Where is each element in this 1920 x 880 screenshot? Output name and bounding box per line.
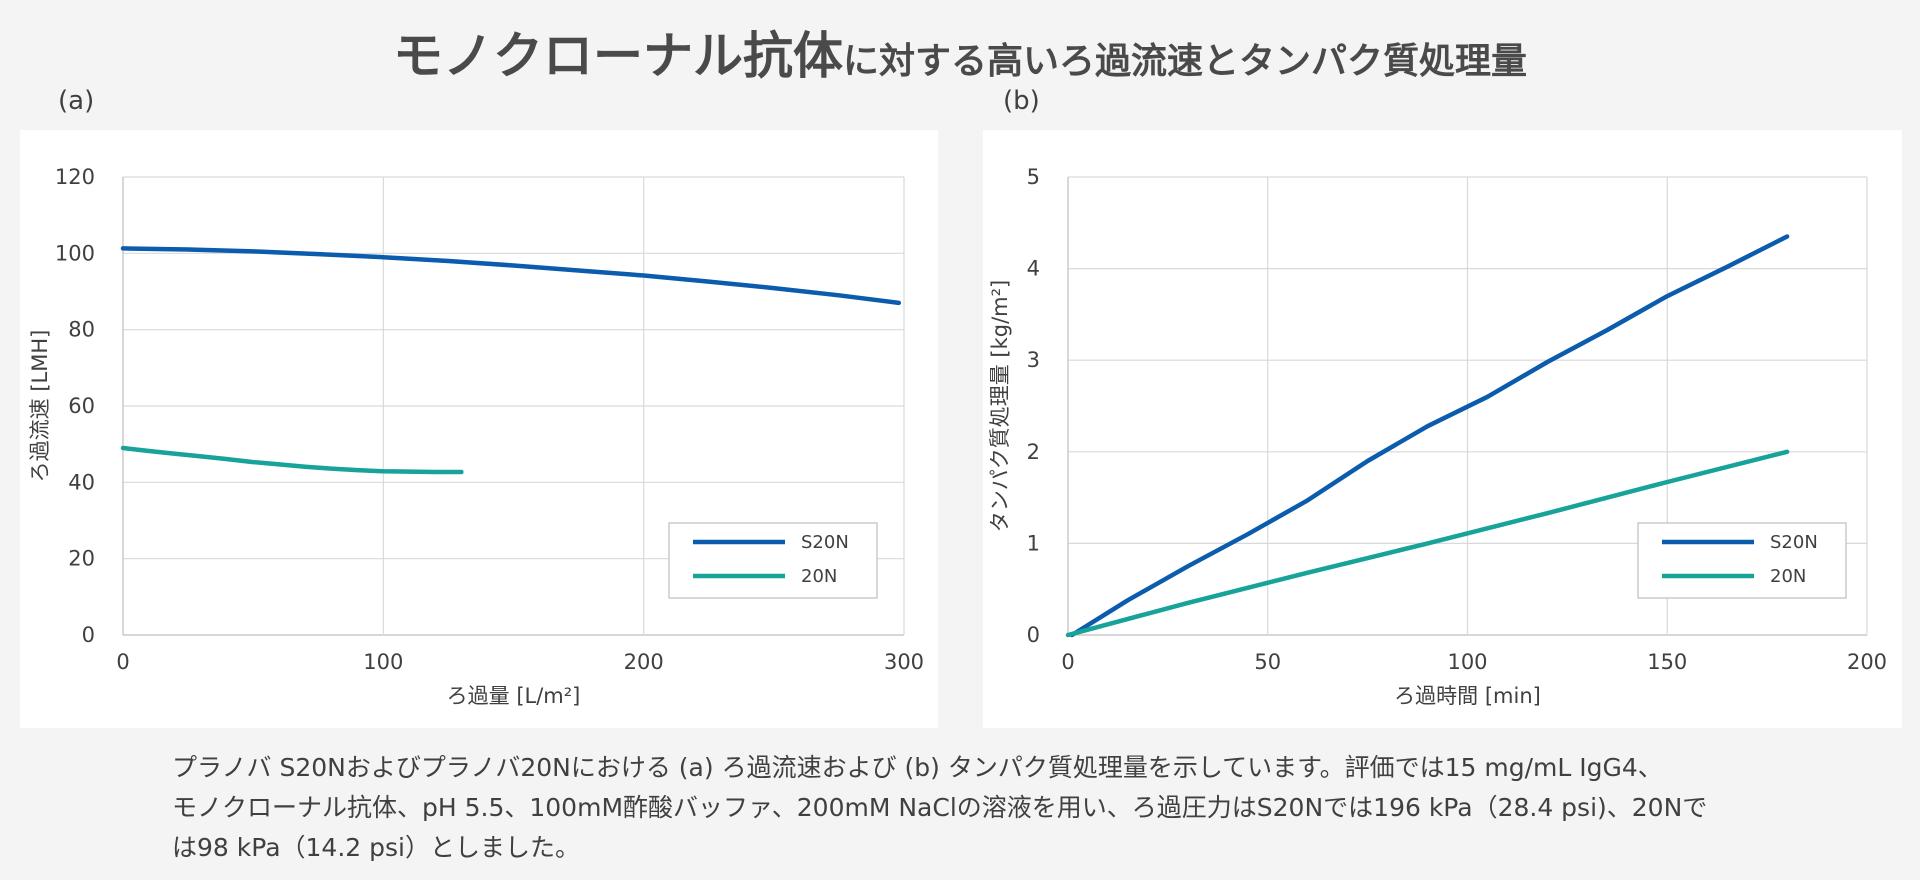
chart-a-ytick-label: 60 [68, 394, 95, 418]
chart-a: 0 20 40 60 80 100 120 0 100 200 300 ろ過量 [L/m²] ろ過流速 … [28, 165, 924, 708]
panel-label-b: (b) [1003, 86, 1040, 116]
chart-a-ytick-label: 120 [55, 165, 95, 189]
caption-line-1: プラノバ S20Nおよびプラノバ20Nにおける (a) ろ過流速および (b) … [172, 753, 1663, 782]
chart-a-xtick-label: 300 [884, 650, 924, 674]
chart-b-xtick-label: 0 [1061, 650, 1074, 674]
chart-a-series-line-20n [120, 445, 464, 475]
chart-b-series-line-s20n [1069, 234, 1790, 638]
chart-a-ytick-label: 0 [82, 623, 95, 647]
chart-a-ytick-label: 40 [68, 470, 95, 494]
caption-line-2: モノクローナル抗体、pH 5.5、100mM酢酸バッファ、200mM NaClの… [172, 793, 1708, 822]
chart-a-x-axis-title: ろ過量 [L/m²] [447, 684, 581, 708]
chart-a-xtick-label: 200 [624, 650, 664, 674]
chart-b-ytick-label: 3 [1027, 348, 1040, 372]
chart-b-xtick-label: 150 [1647, 650, 1687, 674]
chart-a-y-axis-title: ろ過流速 [LMH] [28, 330, 52, 483]
chart-panel-b: 0 1 2 3 4 5 0 50 100 150 200 ろ過時間 [min] タンパク質処理量 [kg… [983, 130, 1902, 728]
title-rest: に対する高いろ過流速とタンパク質処理量 [842, 41, 1527, 82]
chart-b-ytick-label: 2 [1027, 440, 1040, 464]
chart-a-legend-box [668, 522, 878, 599]
chart-a-ytick-label: 80 [68, 318, 95, 342]
figure-caption: プラノバ S20Nおよびプラノバ20Nにおける (a) ろ過流速および (b) … [172, 748, 1772, 868]
chart-a-series-line-s20n [120, 246, 902, 306]
chart-b-ytick-label: 0 [1027, 623, 1040, 647]
chart-a-ytick-label: 100 [55, 241, 95, 265]
chart-b-ytick-label: 5 [1027, 165, 1040, 189]
chart-b-xtick-label: 50 [1254, 650, 1281, 674]
chart-b-ytick-label: 4 [1027, 257, 1040, 281]
chart-a-legend-label-s20n: S20N [801, 532, 849, 553]
panel-label-a: (a) [58, 86, 95, 116]
caption-line-3: は98 kPa（14.2 psi）としました。 [172, 833, 580, 862]
chart-a-xtick-label: 0 [116, 650, 129, 674]
chart-b-xtick-label: 200 [1847, 650, 1887, 674]
chart-b-x-axis-title: ろ過時間 [min] [1394, 684, 1541, 708]
chart-panel-a: 0 20 40 60 80 100 120 0 100 200 300 ろ過量 [L/m²] ろ過流速 … [20, 130, 938, 728]
chart-b-series-line-20n [1065, 449, 1790, 638]
title-main: モノクローナル抗体 [392, 27, 843, 85]
chart-b-legend-label-20n: 20N [1770, 566, 1806, 587]
chart-b-ytick-label: 1 [1027, 531, 1040, 555]
chart-b-y-axis-title: タンパク質処理量 [kg/m²] [988, 280, 1012, 533]
chart-b-legend-label-s20n: S20N [1770, 532, 1818, 553]
chart-a-legend-label-20n: 20N [801, 566, 837, 587]
chart-b-legend-box [1637, 522, 1847, 599]
chart-b-xtick-label: 100 [1447, 650, 1487, 674]
page-title: モノクローナル抗体に対する高いろ過流速とタンパク質処理量 [0, 16, 1920, 88]
chart-a-ytick-label: 20 [68, 547, 95, 571]
chart-a-xtick-label: 100 [363, 650, 403, 674]
